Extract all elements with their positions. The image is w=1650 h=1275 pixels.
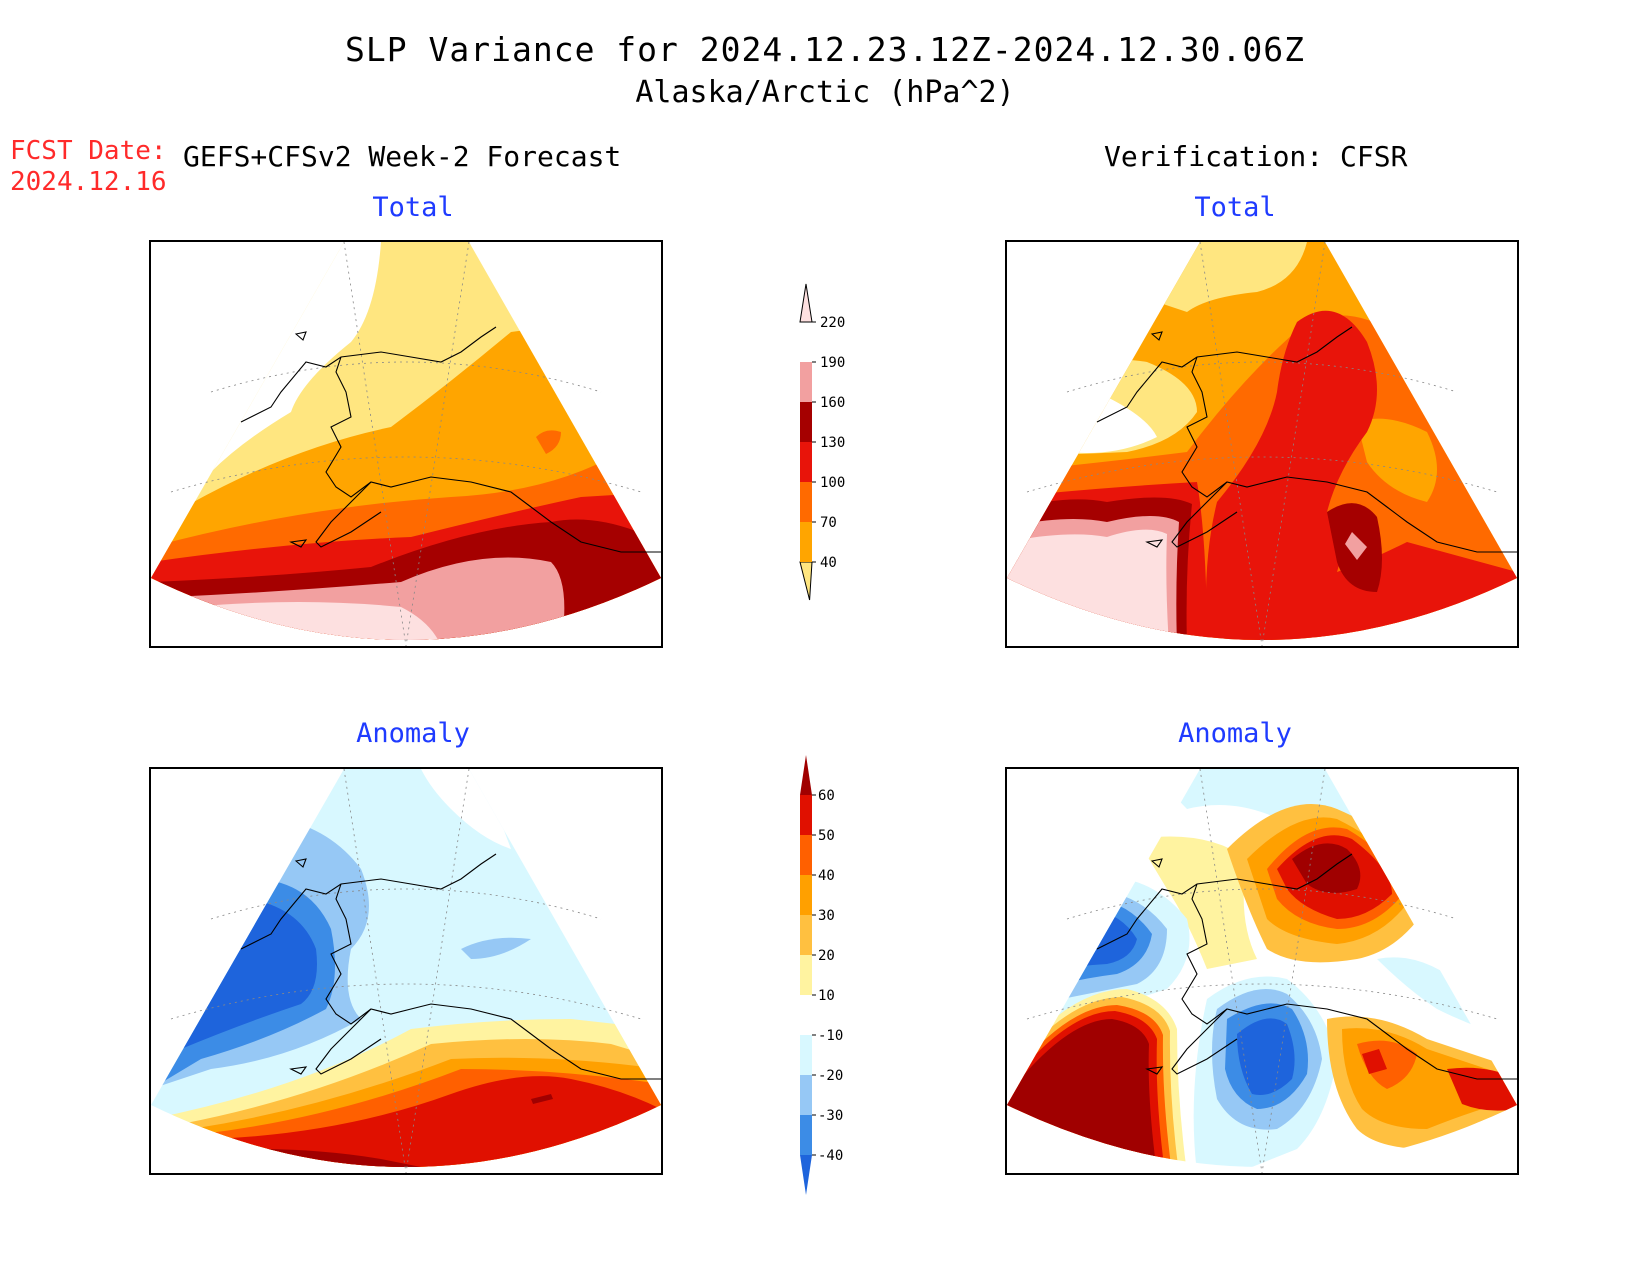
map-forecast-total xyxy=(149,240,663,648)
colorbar-total-label: 100 xyxy=(820,475,845,491)
panel-title-forecast-anomaly: Anomaly xyxy=(356,718,470,749)
colorbar-anomaly-label: 10 xyxy=(818,988,835,1004)
colorbar-anomaly-label: -10 xyxy=(818,1028,843,1044)
panel-title-forecast-total: Total xyxy=(372,192,454,223)
chart-title: SLP Variance for 2024.12.23.12Z-2024.12.… xyxy=(345,30,1305,69)
panel-title-verification-total: Total xyxy=(1194,192,1276,223)
colorbar-anomaly-swatch xyxy=(800,795,812,835)
colorbar-total-swatch xyxy=(799,283,813,323)
colorbar-anomaly-label: 50 xyxy=(818,828,835,844)
colorbar-anomaly-swatch xyxy=(800,835,812,875)
colorbar-anomaly-label: -30 xyxy=(818,1108,843,1124)
colorbar-anomaly-label: 40 xyxy=(818,868,835,884)
colorbar-anomaly-swatch xyxy=(800,1115,812,1155)
colorbar-total-label: 130 xyxy=(820,435,845,451)
forecast-date-label: FCST Date: xyxy=(10,136,167,166)
forecast-date-block: FCST Date: 2024.12.16 xyxy=(10,136,167,198)
map-forecast-anomaly xyxy=(149,767,663,1175)
colorbar-anomaly-swatch xyxy=(800,995,812,1035)
colorbar-anomaly-swatch xyxy=(800,1155,812,1195)
colorbar-total-swatch xyxy=(800,522,812,562)
colorbar-total-swatch xyxy=(800,442,812,482)
map-verification-anomaly xyxy=(1005,767,1519,1175)
verification-column-header: Verification: CFSR xyxy=(1104,140,1408,173)
colorbar-anomaly-label: 60 xyxy=(818,788,835,804)
colorbar-anomaly: -40 -30 -20 -10 10 20 30 40 50 60 xyxy=(800,755,843,1195)
colorbar-anomaly-swatch xyxy=(800,875,812,915)
colorbar-total-label: 160 xyxy=(820,395,845,411)
colorbar-total-label: 190 xyxy=(820,355,845,371)
colorbar-anomaly-label: 20 xyxy=(818,948,835,964)
colorbar-total-swatch xyxy=(800,362,812,402)
colorbar-total-swatch xyxy=(799,561,813,601)
chart-subtitle: Alaska/Arctic (hPa^2) xyxy=(635,75,1015,110)
colorbar-total-label: 70 xyxy=(820,515,837,531)
colorbar-anomaly-swatch xyxy=(800,915,812,955)
colorbar-anomaly-swatch xyxy=(800,755,812,795)
colorbar-anomaly-label: -20 xyxy=(818,1068,843,1084)
forecast-column-header: GEFS+CFSv2 Week-2 Forecast xyxy=(183,140,622,173)
colorbar-anomaly-swatch xyxy=(800,1075,812,1115)
colorbar-total-label: 220 xyxy=(820,315,845,331)
colorbar-total-label: 40 xyxy=(820,555,837,571)
panel-title-verification-anomaly: Anomaly xyxy=(1178,718,1292,749)
colorbar-total-swatch xyxy=(800,482,812,522)
colorbar-total-swatch xyxy=(800,402,812,442)
colorbar-total: 40 70 100 130 160 190 220 xyxy=(799,283,845,601)
colorbar-anomaly-swatch xyxy=(800,955,812,995)
map-verification-total xyxy=(1005,240,1519,648)
colorbar-anomaly-label: 30 xyxy=(818,908,835,924)
colorbar-anomaly-swatch xyxy=(800,1035,812,1075)
forecast-date-value: 2024.12.16 xyxy=(10,167,167,197)
colorbar-anomaly-label: -40 xyxy=(818,1148,843,1164)
